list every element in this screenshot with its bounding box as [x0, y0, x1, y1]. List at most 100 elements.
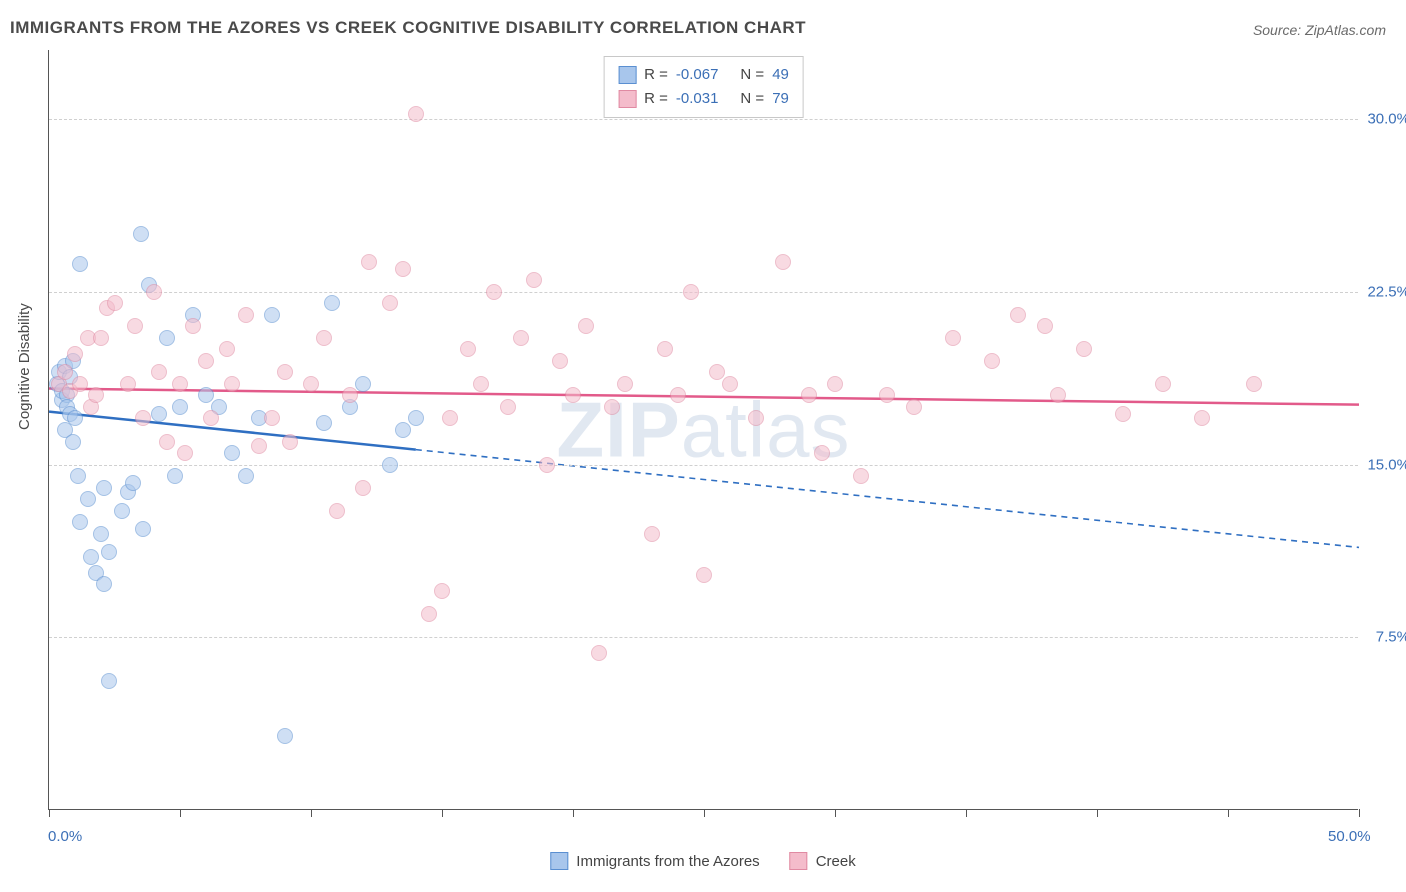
- scatter-point-azores: [135, 521, 151, 537]
- x-tick: [180, 809, 181, 817]
- scatter-point-creek: [120, 376, 136, 392]
- scatter-point-creek: [146, 284, 162, 300]
- scatter-point-azores: [316, 415, 332, 431]
- legend-bottom-label-creek: Creek: [816, 853, 856, 870]
- scatter-point-azores: [382, 457, 398, 473]
- scatter-point-creek: [434, 583, 450, 599]
- scatter-point-creek: [526, 272, 542, 288]
- legend-n-label: N =: [740, 87, 764, 111]
- scatter-point-creek: [1076, 341, 1092, 357]
- scatter-point-creek: [473, 376, 489, 392]
- scatter-point-azores: [65, 434, 81, 450]
- legend-n-label: N =: [740, 63, 764, 87]
- scatter-point-creek: [355, 480, 371, 496]
- scatter-point-creek: [853, 468, 869, 484]
- scatter-point-creek: [282, 434, 298, 450]
- y-tick-label: 15.0%: [1367, 456, 1406, 473]
- scatter-point-creek: [670, 387, 686, 403]
- scatter-point-creek: [72, 376, 88, 392]
- x-axis-max-label: 50.0%: [1328, 828, 1371, 845]
- scatter-point-azores: [101, 673, 117, 689]
- legend-bottom-item-azores: Immigrants from the Azores: [550, 852, 759, 870]
- scatter-point-azores: [96, 576, 112, 592]
- scatter-point-creek: [657, 341, 673, 357]
- scatter-point-azores: [172, 399, 188, 415]
- scatter-point-creek: [198, 353, 214, 369]
- scatter-point-creek: [1010, 307, 1026, 323]
- scatter-point-creek: [460, 341, 476, 357]
- scatter-point-creek: [591, 645, 607, 661]
- scatter-point-creek: [185, 318, 201, 334]
- scatter-point-creek: [395, 261, 411, 277]
- scatter-point-creek: [93, 330, 109, 346]
- scatter-point-creek: [303, 376, 319, 392]
- x-tick: [966, 809, 967, 817]
- legend-n-value-azores: 49: [772, 63, 789, 87]
- x-tick: [1359, 809, 1360, 817]
- scatter-point-creek: [135, 410, 151, 426]
- gridline: [49, 292, 1358, 293]
- scatter-point-creek: [1155, 376, 1171, 392]
- scatter-point-creek: [264, 410, 280, 426]
- scatter-point-creek: [984, 353, 1000, 369]
- y-tick-label: 30.0%: [1367, 111, 1406, 128]
- scatter-point-creek: [342, 387, 358, 403]
- scatter-point-creek: [827, 376, 843, 392]
- y-tick-label: 22.5%: [1367, 283, 1406, 300]
- legend-swatch-creek: [618, 90, 636, 108]
- scatter-point-creek: [57, 364, 73, 380]
- x-tick: [573, 809, 574, 817]
- legend-swatch-azores: [550, 852, 568, 870]
- scatter-point-creek: [442, 410, 458, 426]
- scatter-point-creek: [578, 318, 594, 334]
- scatter-point-azores: [133, 226, 149, 242]
- scatter-point-azores: [125, 475, 141, 491]
- scatter-point-azores: [159, 330, 175, 346]
- scatter-point-creek: [1115, 406, 1131, 422]
- scatter-point-creek: [748, 410, 764, 426]
- scatter-point-creek: [408, 106, 424, 122]
- legend-r-label: R =: [644, 87, 668, 111]
- scatter-point-azores: [72, 256, 88, 272]
- scatter-point-azores: [114, 503, 130, 519]
- scatter-point-azores: [96, 480, 112, 496]
- trend-lines-layer: [49, 50, 1358, 809]
- plot-area: ZIPatlas R = -0.067N = 49R = -0.031N = 7…: [48, 50, 1358, 810]
- x-axis-min-label: 0.0%: [48, 828, 82, 845]
- scatter-point-creek: [945, 330, 961, 346]
- x-tick: [442, 809, 443, 817]
- scatter-point-azores: [264, 307, 280, 323]
- legend-bottom-item-creek: Creek: [790, 852, 856, 870]
- scatter-point-creek: [238, 307, 254, 323]
- legend-top: R = -0.067N = 49R = -0.031N = 79: [603, 56, 804, 118]
- legend-bottom: Immigrants from the Azores Creek: [550, 852, 855, 870]
- scatter-point-creek: [203, 410, 219, 426]
- scatter-point-creek: [172, 376, 188, 392]
- scatter-point-creek: [316, 330, 332, 346]
- scatter-point-creek: [1050, 387, 1066, 403]
- scatter-point-azores: [101, 544, 117, 560]
- scatter-point-azores: [80, 491, 96, 507]
- scatter-point-creek: [1037, 318, 1053, 334]
- scatter-point-creek: [177, 445, 193, 461]
- scatter-point-creek: [879, 387, 895, 403]
- x-tick: [49, 809, 50, 817]
- scatter-point-creek: [361, 254, 377, 270]
- scatter-point-creek: [382, 295, 398, 311]
- legend-r-value-creek: -0.031: [676, 87, 719, 111]
- scatter-point-creek: [224, 376, 240, 392]
- legend-swatch-azores: [618, 66, 636, 84]
- chart-title: IMMIGRANTS FROM THE AZORES VS CREEK COGN…: [10, 18, 806, 38]
- scatter-point-azores: [224, 445, 240, 461]
- scatter-point-creek: [513, 330, 529, 346]
- scatter-point-creek: [683, 284, 699, 300]
- scatter-point-azores: [408, 410, 424, 426]
- gridline: [49, 119, 1358, 120]
- scatter-point-azores: [167, 468, 183, 484]
- legend-r-value-azores: -0.067: [676, 63, 719, 87]
- scatter-point-creek: [67, 346, 83, 362]
- scatter-point-creek: [500, 399, 516, 415]
- gridline: [49, 637, 1358, 638]
- scatter-point-creek: [421, 606, 437, 622]
- scatter-point-creek: [906, 399, 922, 415]
